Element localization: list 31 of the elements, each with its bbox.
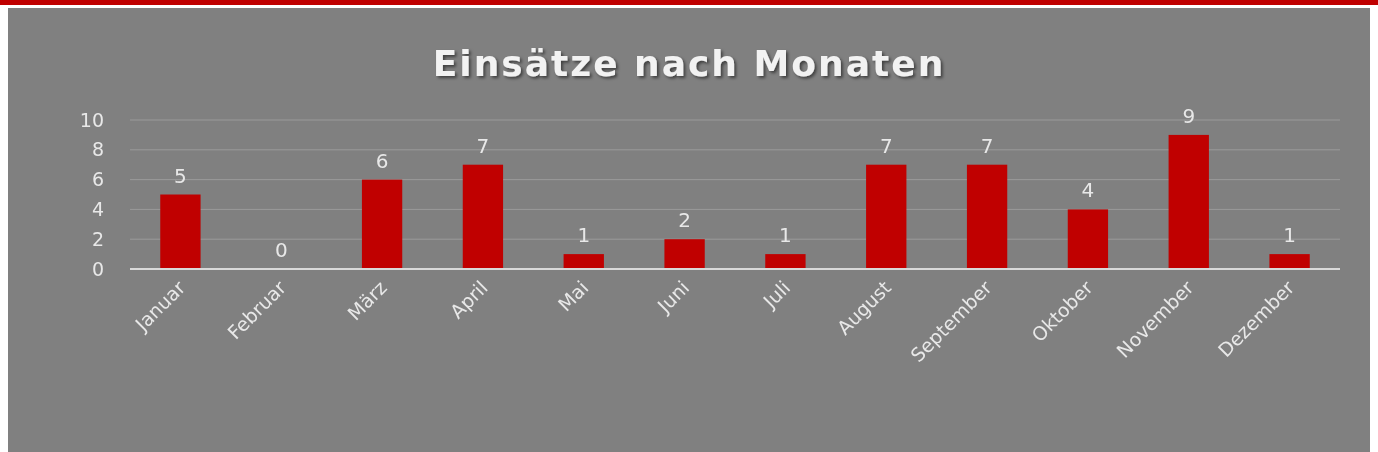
y-tick-label: 2 — [91, 227, 104, 250]
data-label: 7 — [879, 133, 893, 158]
bar — [664, 239, 705, 269]
y-tick-label: 0 — [91, 257, 104, 280]
bar — [866, 164, 907, 269]
bar — [1067, 209, 1109, 269]
y-tick-label: 4 — [91, 198, 104, 221]
bar — [160, 194, 201, 269]
x-tick-label: Mai — [553, 276, 593, 316]
y-tick-label: 6 — [91, 168, 104, 191]
bar — [563, 254, 604, 269]
bar — [1168, 134, 1209, 269]
data-label: 0 — [274, 238, 288, 262]
data-label: 7 — [476, 133, 490, 158]
data-label: 9 — [1182, 103, 1196, 128]
data-label: 4 — [1081, 178, 1095, 203]
chart-title: Einsätze nach Monaten — [432, 43, 946, 84]
data-label: 2 — [678, 208, 691, 233]
data-label: 1 — [779, 223, 792, 248]
bar — [361, 179, 403, 269]
y-tick-label: 8 — [91, 138, 104, 161]
data-label: 1 — [577, 223, 591, 248]
y-tick-label: 10 — [79, 108, 104, 131]
bar — [462, 164, 504, 269]
bar — [1269, 254, 1310, 269]
data-label: 7 — [980, 133, 994, 158]
bar — [765, 254, 806, 269]
data-label: 1 — [1283, 223, 1296, 248]
bar — [966, 164, 1008, 269]
data-label: 6 — [375, 148, 389, 173]
data-label: 5 — [174, 163, 187, 188]
